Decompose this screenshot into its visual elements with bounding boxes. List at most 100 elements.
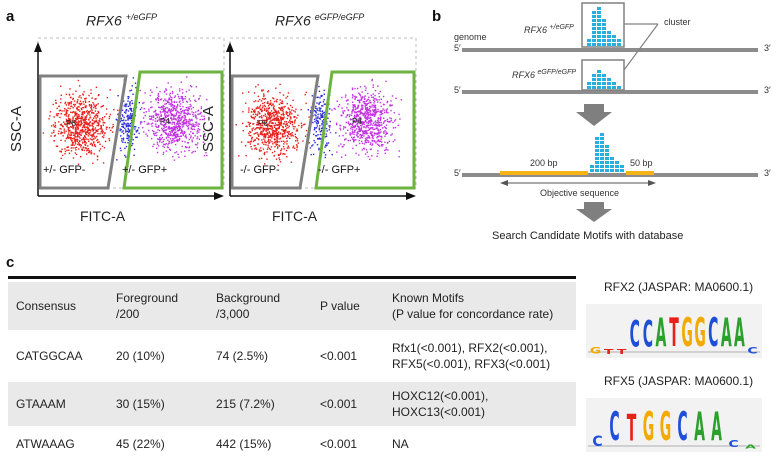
flow-right-events <box>235 78 403 167</box>
header-consensus: Consensus <box>8 282 108 330</box>
logo-bottom-title: RFX5 (JASPAR: MA0600.1) <box>604 374 754 388</box>
track1-label: RFX6 +/eGFP <box>524 24 574 35</box>
flow-left-p4: P4 <box>160 117 170 126</box>
logo-letter: C <box>708 310 718 355</box>
read-bar <box>592 78 596 81</box>
cluster-bars-3 <box>590 133 624 172</box>
read-bar <box>607 31 611 34</box>
track3-three: 3′ <box>764 168 771 178</box>
logo-letter: G <box>660 404 671 449</box>
objective-label: Objective sequence <box>540 188 620 198</box>
read-bar <box>602 19 606 22</box>
read-bar <box>600 137 604 140</box>
logo-letter: G <box>590 345 601 355</box>
read-bar <box>597 23 601 26</box>
flow-right-gate-positive <box>314 70 416 190</box>
read-bar <box>595 153 599 156</box>
header-km-line1: Known Motifs <box>392 291 465 305</box>
read-bar <box>600 161 604 164</box>
read-bar <box>602 39 606 42</box>
logo-letter: C <box>643 312 653 356</box>
logo-letter: C <box>609 404 619 449</box>
read-bar <box>600 141 604 144</box>
table-row: ATWAAAG 45 (22%) 442 (15%) <0.001 NA <box>8 426 576 462</box>
read-bar <box>600 165 604 168</box>
flow-left-y-arrow <box>34 42 42 52</box>
flow-left-p6: P6 <box>66 119 76 128</box>
cluster-callout-2 <box>623 23 659 71</box>
cluster-bars-2 <box>587 70 621 89</box>
logo-letter: C <box>592 434 602 450</box>
logo-letter: G <box>681 310 692 355</box>
read-bar <box>605 157 609 160</box>
read-bar <box>595 145 599 148</box>
read-bar <box>597 78 601 81</box>
read-bar <box>602 74 606 77</box>
schematic-diagram <box>462 2 758 222</box>
panel-c-letter: c <box>6 254 15 271</box>
read-bar <box>592 15 596 18</box>
row3-pvalue: <0.001 <box>320 437 358 451</box>
read-bar <box>597 11 601 14</box>
track1-five: 5′ <box>454 43 461 53</box>
row2-known-motifs: HOXC12(<0.001), HOXC13(<0.001) <box>384 382 576 426</box>
logo-letter: A <box>711 404 722 449</box>
track1-genotype: +/eGFP <box>549 24 574 31</box>
read-bar <box>600 149 604 152</box>
read-bar <box>605 145 609 148</box>
down-arrow-2 <box>576 202 612 222</box>
logo-letter: T <box>617 348 627 356</box>
row3-background: 442 (15%) <box>216 437 272 451</box>
flow-right-title: RFX6 eGFP/eGFP <box>275 12 364 29</box>
row2-background: 215 (7.2%) <box>208 382 312 426</box>
flow-right-p6: P6 <box>258 119 268 128</box>
logo-letter: A <box>721 310 732 355</box>
track2-three: 3′ <box>764 85 771 95</box>
logo-letter: C <box>630 312 640 356</box>
header-bg-line2: /3,000 <box>216 307 250 321</box>
read-bar <box>605 149 609 152</box>
table-header-row: Consensus Foreground/200 Background/3,00… <box>8 282 576 330</box>
read-bar <box>597 27 601 30</box>
flow-right-p4: P4 <box>352 117 362 126</box>
motif-table: Consensus Foreground/200 Background/3,00… <box>8 282 576 462</box>
read-bar <box>602 35 606 38</box>
row3-km-line1: NA <box>392 437 409 451</box>
read-bar <box>600 169 604 172</box>
flow-left-gate-neg-label: +/- GFP- <box>43 164 86 176</box>
track2-genotype: eGFP/eGFP <box>537 69 577 76</box>
read-bar <box>597 35 601 38</box>
flow-right-y-arrow <box>226 42 234 52</box>
row1-km-line1: Rfx1(<0.001), RFX2(<0.001), <box>392 341 548 355</box>
logo-letter: A <box>694 404 705 449</box>
read-bar <box>605 161 609 164</box>
read-bar <box>612 39 616 42</box>
row3-known-motifs: NA <box>384 426 576 462</box>
row1-consensus: CATGGCAA <box>16 349 83 363</box>
logo-bottom-bg <box>586 398 762 452</box>
cluster-bars-1 <box>587 7 621 46</box>
flow-right-gene: RFX6 <box>275 12 311 29</box>
flow-left-genotype: +/eGFP <box>125 12 157 22</box>
read-bar <box>597 7 601 10</box>
table-row: GTAAAM 30 (15%) 215 (7.2%) <0.001 HOXC12… <box>8 382 576 426</box>
logo-letter: A <box>656 310 667 355</box>
read-bar <box>610 169 614 172</box>
header-fg-line1: Foreground <box>116 291 179 305</box>
logo-letter: C <box>747 345 757 355</box>
cluster-box-1 <box>581 2 625 48</box>
read-bar <box>612 86 616 89</box>
header-pvalue: P value <box>312 282 384 330</box>
track3-five: 5′ <box>454 168 461 178</box>
read-bar <box>612 43 616 46</box>
read-bar <box>602 86 606 89</box>
header-bg-line1: Background <box>216 291 281 305</box>
flow-right-x-label: FITC-A <box>272 208 318 224</box>
row1-km-line2: RFX5(<0.001), RFX3(<0.001) <box>392 357 551 371</box>
row1-known-motifs: Rfx1(<0.001), RFX2(<0.001), RFX5(<0.001),… <box>384 330 576 382</box>
flow-left-gate-negative <box>38 74 128 190</box>
read-bar <box>592 11 596 14</box>
read-bar <box>605 165 609 168</box>
read-bar <box>612 82 616 85</box>
read-bar <box>592 43 596 46</box>
